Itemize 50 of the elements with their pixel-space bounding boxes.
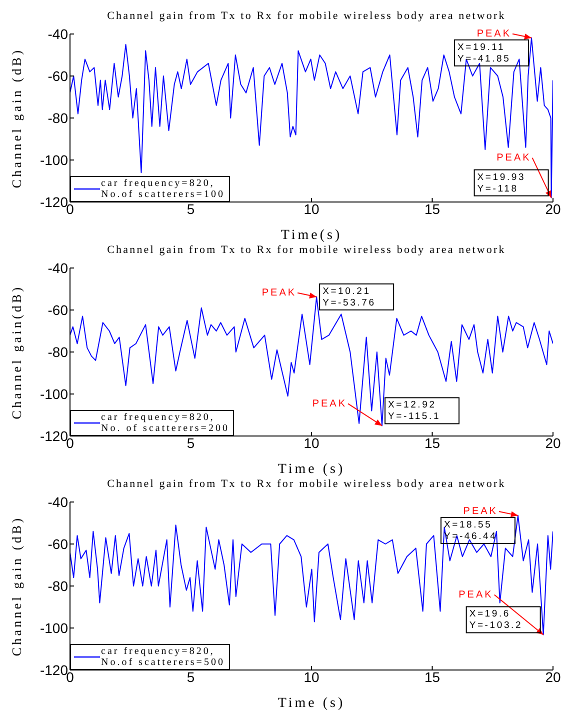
annotation: PEAK [312, 398, 348, 410]
annotation: PEAK [458, 589, 494, 600]
x-tick-label: 10 [304, 434, 320, 451]
x-tick-label: 5 [186, 668, 195, 685]
x-tick-label: 0 [66, 434, 74, 451]
y-tick-label: -60 [48, 536, 68, 552]
y-tick-label: -80 [48, 344, 68, 360]
legend-label: car frequency=820, No.of scatterers=100 [101, 178, 225, 200]
x-tick-label: 20 [545, 434, 561, 451]
x-axis-title: Time(s) [280, 228, 342, 243]
chart-title: Channel gain from Tx to Rx for mobile wireless body area network [106, 9, 507, 24]
annotation: X=19.11 Y=-41.85 [458, 42, 511, 64]
x-tick-label: 15 [424, 668, 440, 685]
y-axis-title: Channel gain (dB) [8, 48, 24, 188]
y-axis-title: Channel gain (dB) [8, 516, 24, 656]
annotation: PEAK [262, 288, 297, 299]
y-tick-label: -40 [48, 26, 68, 42]
x-tick-label: 0 [66, 668, 74, 685]
annotation: X=12.92 Y=-115.1 [388, 400, 441, 422]
annotation: PEAK [476, 28, 512, 40]
annotation: X=19.6 Y=-103.2 [469, 608, 523, 632]
legend-label: car frequency=820, No.of scatterers=500 [101, 646, 225, 668]
annotation: PEAK [463, 506, 498, 518]
y-axis-title: Channel gain(dB) [8, 284, 24, 420]
annotation: PEAK [496, 152, 532, 164]
y-tick-label: -100 [40, 386, 68, 402]
y-tick-label: -40 [48, 494, 68, 510]
chart-title: Channel gain from Tx to Rx for mobile wireless body area network [106, 243, 507, 258]
x-tick-label: 10 [304, 668, 320, 685]
x-tick-label: 5 [186, 200, 195, 217]
y-tick-label: -60 [48, 302, 68, 318]
y-tick-label: -40 [48, 260, 68, 276]
x-axis-title: Time (s) [278, 462, 346, 477]
y-tick-label: -100 [40, 152, 68, 168]
x-tick-label: 0 [66, 200, 74, 217]
x-tick-label: 10 [304, 200, 320, 217]
y-tick-label: -80 [48, 110, 68, 126]
x-tick-label: 20 [545, 200, 561, 217]
annotation: X=10.21 Y=-53.76 [322, 286, 376, 308]
legend-label: car frequency=820, No. of scatterers=200 [101, 412, 230, 434]
y-tick-label: -80 [48, 578, 68, 594]
annotation: X=19.93 Y=-118 [477, 172, 526, 194]
x-tick-label: 15 [424, 434, 440, 451]
y-tick-label: -60 [48, 68, 68, 84]
x-tick-label: 15 [424, 200, 440, 217]
x-tick-label: 5 [186, 434, 195, 451]
x-axis-title: Time (s) [278, 696, 346, 711]
y-tick-label: -100 [40, 620, 68, 636]
chart-title: Channel gain from Tx to Rx for mobile wireless body area network [106, 477, 507, 492]
x-tick-label: 20 [545, 668, 561, 685]
